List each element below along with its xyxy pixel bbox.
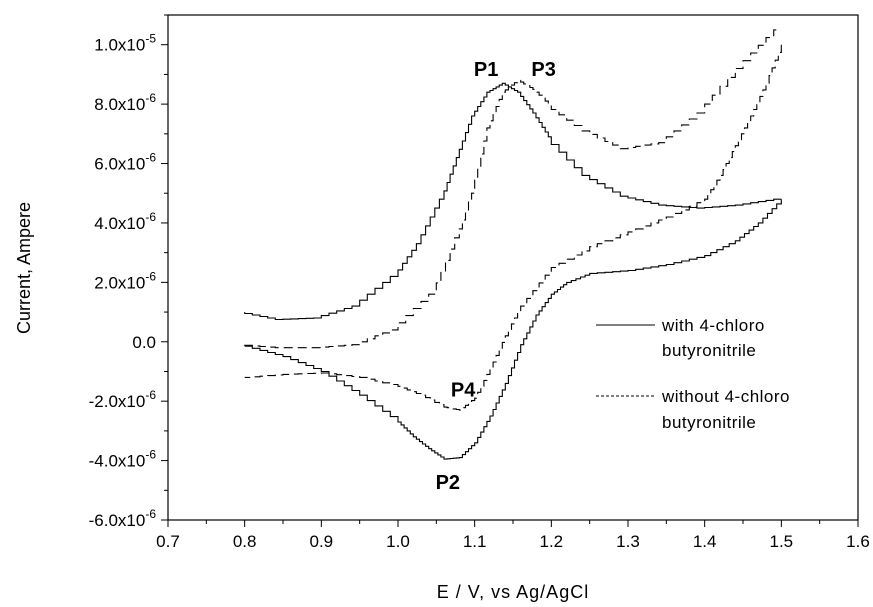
legend-label: butyronitrile [662,341,756,360]
y-tick-label: 2.0x10-6 [94,269,156,292]
x-axis-title: E / V, vs Ag/AgCl [437,582,589,602]
legend-label: butyronitrile [662,413,756,432]
y-axis-title: Current, Ampere [14,202,34,334]
x-tick-label: 1.6 [846,532,870,551]
annotation-layer: P1 P3 P2 P4 [436,59,556,494]
plot-frame [167,14,859,521]
solid-curve-reverse [244,199,782,460]
legend: with 4-chloro butyronitrile without 4-chlo… [596,316,790,432]
y-tick-label: 8.0x10-6 [94,91,156,114]
y-tick-label: 0.0 [132,333,156,352]
peak-label-p2: P2 [436,472,460,494]
x-tick-label: 1.1 [463,532,487,551]
x-tick-label: 1.5 [770,532,794,551]
x-tick-label: 1.3 [616,532,640,551]
solid-curve-forward [244,82,782,321]
series-layer [244,29,782,460]
x-tick-label: 1.0 [386,532,410,551]
x-tick-label: 1.2 [540,532,564,551]
y-tick-label: 6.0x10-6 [94,151,156,174]
y-tick-label: 1.0x10-5 [94,32,156,55]
peak-label-p3: P3 [531,59,555,81]
ticks-layer: 0.7 0.8 0.9 1.0 1.1 1.2 1.3 1.4 1.5 1.6 -6.0x10-6 -… [89,14,870,551]
x-tick-label: 0.8 [233,532,257,551]
dashed-curve-reverse [244,44,782,411]
y-tick-label: -2.0x10-6 [89,388,157,411]
x-tick-label: 1.4 [693,532,717,551]
x-tick-label: 0.7 [156,532,180,551]
y-tick-label: -6.0x10-6 [89,507,157,530]
legend-label: without 4-chloro [661,387,790,406]
x-tick-label: 0.9 [310,532,334,551]
peak-label-p4: P4 [451,380,476,402]
y-tick-label: -4.0x10-6 [89,448,157,471]
legend-label: with 4-chloro [661,316,765,335]
peak-label-p1: P1 [474,59,498,81]
dashed-curve-forward [244,29,782,349]
y-tick-label: 4.0x10-6 [94,210,156,233]
